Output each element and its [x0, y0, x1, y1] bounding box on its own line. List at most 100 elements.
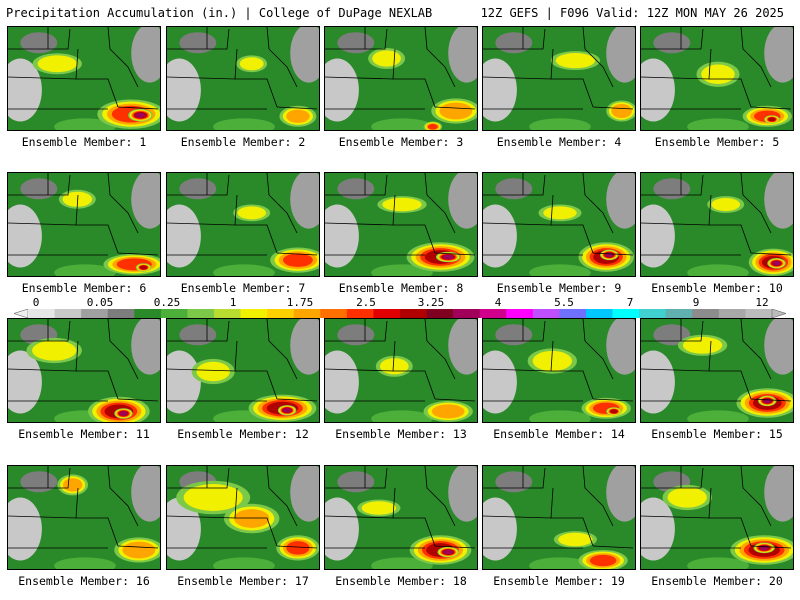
precip-maximum — [439, 102, 473, 120]
colorbar-tick-label: 0.05 — [86, 296, 114, 309]
state-border — [750, 545, 792, 549]
state-border — [276, 106, 318, 110]
precip-field — [483, 319, 635, 422]
state-border — [8, 467, 71, 489]
colorbar-swatch — [506, 309, 534, 318]
state-border — [8, 174, 71, 196]
low-precip-area — [495, 178, 533, 200]
low-precip-area — [483, 204, 517, 268]
member-label: Ensemble Member: 17 — [177, 574, 309, 588]
precip-field — [167, 319, 319, 422]
low-precip-area — [290, 173, 319, 229]
precip-maximum — [427, 123, 438, 130]
state-border — [235, 224, 278, 254]
low-precip-area — [290, 319, 319, 375]
low-precip-area — [448, 173, 477, 229]
precip-field — [641, 319, 793, 422]
member-label: Ensemble Member: 19 — [493, 574, 625, 588]
low-precip-area — [337, 471, 375, 493]
low-precip-area — [764, 173, 793, 229]
low-precip-area — [179, 324, 217, 346]
member-map-11 — [7, 318, 161, 423]
precip-maximum — [711, 197, 741, 212]
colorbar-min-arrow — [14, 309, 29, 318]
state-border — [750, 106, 792, 110]
low-precip-area — [325, 497, 359, 561]
member-label: Ensemble Member: 8 — [338, 281, 464, 295]
member-map-10 — [640, 172, 794, 277]
precip-maximum — [442, 254, 454, 260]
precip-field — [8, 173, 160, 276]
low-precip-area — [8, 58, 42, 122]
colorbar-swatch — [293, 309, 321, 318]
state-border — [592, 545, 634, 549]
state-border — [424, 319, 456, 380]
state-border — [582, 319, 614, 380]
colorbar-swatch — [559, 309, 587, 318]
precip-maximum — [32, 340, 77, 361]
precip-field — [325, 319, 477, 422]
low-precip-area — [606, 319, 635, 375]
colorbar-swatch — [532, 309, 560, 318]
state-border — [483, 174, 546, 196]
low-precip-area — [8, 204, 42, 268]
precip-maximum — [139, 265, 148, 270]
precip-field — [483, 466, 635, 569]
state-border — [750, 398, 792, 402]
precip-maximum — [532, 350, 573, 372]
low-precip-area — [54, 264, 116, 276]
low-precip-area — [641, 204, 675, 268]
member-label: Ensemble Member: 14 — [493, 427, 625, 441]
member-map-1 — [7, 26, 161, 131]
colorbar-swatch — [214, 309, 241, 318]
precip-maximum — [62, 478, 83, 492]
member-map-17 — [166, 465, 320, 570]
state-border — [424, 27, 456, 88]
state-border — [483, 28, 546, 50]
low-precip-area — [179, 32, 217, 54]
state-border — [641, 467, 704, 489]
low-precip-area — [653, 178, 691, 200]
member-label: Ensemble Member: 6 — [21, 281, 147, 295]
state-border — [76, 370, 119, 400]
member-map-9 — [482, 172, 636, 277]
state-border — [117, 106, 159, 110]
state-border — [235, 370, 278, 400]
state-border — [276, 545, 318, 549]
precip-maximum — [183, 484, 243, 511]
state-border — [167, 467, 230, 489]
low-precip-area — [606, 27, 635, 83]
state-border — [582, 27, 614, 88]
state-border — [76, 224, 119, 254]
low-precip-area — [495, 32, 533, 54]
chart-title: Precipitation Accumulation (in.) | Colle… — [6, 6, 433, 20]
precip-maximum — [382, 197, 422, 212]
precip-maximum — [431, 404, 465, 419]
precip-maximum — [605, 252, 614, 258]
state-border — [592, 106, 634, 110]
member-label: Ensemble Member: 20 — [651, 574, 783, 588]
low-precip-area — [167, 58, 201, 122]
precip-field — [325, 173, 477, 276]
low-precip-area — [337, 324, 375, 346]
precip-maximum — [763, 398, 772, 404]
low-precip-area — [131, 173, 160, 229]
colorbar-tick-label: 1.75 — [286, 296, 314, 309]
state-border — [76, 517, 119, 547]
member-map-16 — [7, 465, 161, 570]
low-precip-area — [8, 497, 42, 561]
member-map-7 — [166, 172, 320, 277]
colorbar-swatch — [665, 309, 693, 318]
colorbar-tick-label: 3.25 — [417, 296, 445, 309]
state-border — [582, 466, 614, 527]
precip-field — [641, 466, 793, 569]
low-precip-area — [448, 27, 477, 83]
precip-maximum — [589, 554, 617, 567]
state-border — [434, 398, 476, 402]
low-precip-area — [641, 497, 675, 561]
low-precip-area — [529, 264, 591, 276]
state-border — [740, 466, 772, 527]
low-precip-area — [20, 471, 58, 493]
state-border — [117, 545, 159, 549]
precip-maximum — [372, 50, 401, 67]
